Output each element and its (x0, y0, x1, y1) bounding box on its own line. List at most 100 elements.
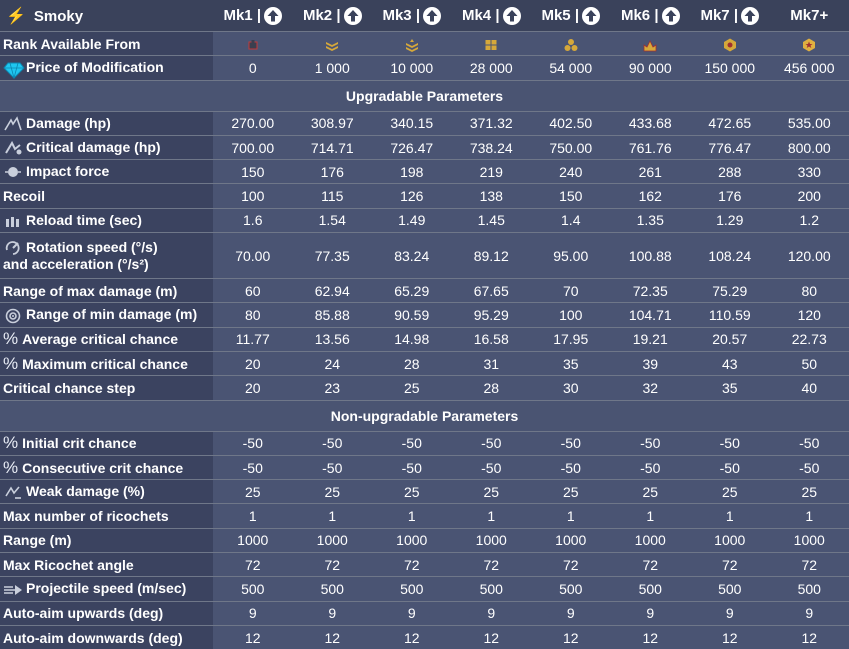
row-label-cell: Critical damage (hp) (0, 135, 213, 159)
value-cell: 0 (213, 55, 293, 79)
value-cell: 70 (531, 278, 611, 302)
row-label-cell: %Maximum critical chance (0, 351, 213, 375)
upgrade-arrow-icon[interactable] (264, 7, 282, 25)
row-label: Damage (hp) (26, 115, 111, 131)
value-cell: 28 000 (452, 55, 532, 79)
row-label: Maximum critical chance (22, 356, 188, 372)
value-cell: 726.47 (372, 135, 452, 159)
impact-force-icon (3, 164, 23, 180)
critical-damage-icon (3, 140, 23, 156)
value-cell: 90.59 (372, 302, 452, 326)
mk-column-header[interactable]: Mk4 | (452, 0, 532, 31)
mk-column-header[interactable]: Mk5 | (531, 0, 611, 31)
value-cell: 9 (213, 601, 293, 625)
value-cell: 270.00 (213, 111, 293, 135)
value-cell: 9 (531, 601, 611, 625)
rank-5-icon (564, 38, 578, 52)
reload-icon (3, 213, 23, 229)
rotation-icon (3, 240, 23, 256)
mk-column-header[interactable]: Mk2 | (293, 0, 373, 31)
value-cell: 200 (770, 183, 849, 207)
value-cell: 72 (770, 552, 849, 576)
stat-row: %Initial crit chance-50-50-50-50-50-50-5… (0, 431, 849, 455)
upgrade-arrow-icon[interactable] (741, 7, 759, 25)
value-cell: 115 (293, 183, 373, 207)
value-cell: 50 (770, 351, 849, 375)
value-cell: 1 (770, 503, 849, 527)
value-cell: 13.56 (293, 327, 373, 351)
value-cell: 120 (770, 302, 849, 326)
rank-cell (770, 31, 849, 55)
lightning-icon: ⚡ (6, 8, 26, 25)
value-cell: 25 (213, 479, 293, 503)
value-cell: 39 (611, 351, 691, 375)
row-label: Reload time (sec) (26, 212, 142, 228)
upgrade-arrow-icon[interactable] (582, 7, 600, 25)
row-label-line2: and acceleration (°/s²) (3, 256, 213, 272)
row-label-cell: Recoil (0, 183, 213, 207)
value-cell: 40 (770, 375, 849, 399)
value-cell: -50 (452, 431, 532, 455)
value-cell: 800.00 (770, 135, 849, 159)
rank-cell (293, 31, 373, 55)
mk-column-header[interactable]: Mk7 | (690, 0, 770, 31)
percent-icon: % (3, 433, 18, 452)
section-title: Non-upgradable Parameters (0, 400, 849, 431)
value-cell: 100 (531, 302, 611, 326)
projectile-speed-icon (3, 582, 23, 598)
rank-cell (213, 31, 293, 55)
value-cell: 108.24 (690, 232, 770, 278)
stat-row: Rotation speed (°/s)and acceleration (°/… (0, 232, 849, 278)
row-label: Price of Modification (26, 59, 164, 75)
value-cell: 43 (690, 351, 770, 375)
rank-7-icon (723, 38, 737, 52)
mk-column-header: Mk7+ (770, 0, 849, 31)
mk-column-header[interactable]: Mk6 | (611, 0, 691, 31)
mk-column-header[interactable]: Mk3 | (372, 0, 452, 31)
upgrade-arrow-icon[interactable] (503, 7, 521, 25)
value-cell: 340.15 (372, 111, 452, 135)
value-cell: 35 (531, 351, 611, 375)
value-cell: 9 (293, 601, 373, 625)
value-cell: 776.47 (690, 135, 770, 159)
value-cell: 1 (452, 503, 532, 527)
header-row: ⚡Smoky Mk1 | Mk2 | Mk3 | Mk4 | Mk5 | Mk6… (0, 0, 849, 31)
value-cell: 80 (770, 278, 849, 302)
value-cell: 12 (293, 625, 373, 649)
section-header-non-upgradable: Non-upgradable Parameters (0, 400, 849, 431)
value-cell: 500 (213, 576, 293, 600)
upgrade-arrow-icon[interactable] (344, 7, 362, 25)
rank-cell (531, 31, 611, 55)
row-label-cell: Reload time (sec) (0, 208, 213, 232)
value-cell: -50 (293, 455, 373, 479)
value-cell: 11.77 (213, 327, 293, 351)
value-cell: 150 (531, 183, 611, 207)
value-cell: 72.35 (611, 278, 691, 302)
value-cell: 150 000 (690, 55, 770, 79)
value-cell: 12 (690, 625, 770, 649)
value-cell: 31 (452, 351, 532, 375)
mk-column-header[interactable]: Mk1 | (213, 0, 293, 31)
value-cell: 72 (293, 552, 373, 576)
value-cell: 90 000 (611, 55, 691, 79)
value-cell: -50 (770, 455, 849, 479)
row-label: Consecutive crit chance (22, 460, 183, 476)
upgrade-arrow-icon[interactable] (662, 7, 680, 25)
upgrade-arrow-icon[interactable] (423, 7, 441, 25)
percent-icon: % (3, 458, 18, 477)
value-cell: 32 (611, 375, 691, 399)
row-label-cell: Impact force (0, 159, 213, 183)
value-cell: -50 (213, 431, 293, 455)
row-label-cell: %Consecutive crit chance (0, 455, 213, 479)
value-cell: -50 (611, 431, 691, 455)
stat-row: %Consecutive crit chance-50-50-50-50-50-… (0, 455, 849, 479)
value-cell: 12 (531, 625, 611, 649)
value-cell: 120.00 (770, 232, 849, 278)
